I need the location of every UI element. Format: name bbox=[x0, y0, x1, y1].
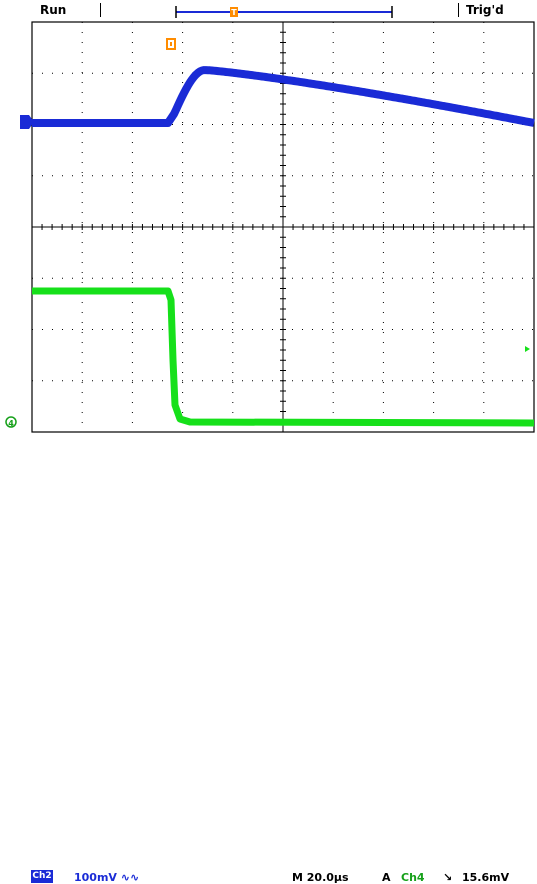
trigger-level-readout: 15.6mV bbox=[462, 871, 510, 884]
ch2-trace bbox=[32, 66, 536, 127]
trigger-source-readout: Ch4 bbox=[401, 871, 425, 884]
scope-top-bar: Run T Trig'd bbox=[0, 0, 537, 22]
top-separator bbox=[458, 3, 459, 17]
top-separator bbox=[100, 3, 101, 17]
trigger-level-marker-icon bbox=[525, 346, 530, 352]
horizontal-scale-readout: M 20.0µs bbox=[292, 871, 349, 884]
trigger-position-top-marker-icon: T bbox=[230, 7, 238, 17]
record-position-bar: T bbox=[175, 6, 393, 18]
trigger-status: Trig'd bbox=[466, 3, 504, 17]
trigger-slope-icon: ↘ bbox=[443, 871, 453, 884]
scope-status-bar: Ch2 100mV ∿∿ M 20.0µs A Ch4 ↘ 15.6mV bbox=[0, 434, 537, 884]
ch4-trace bbox=[32, 287, 535, 427]
ch2-ground-marker-icon bbox=[20, 115, 34, 129]
ch4-marker-icon: 4 bbox=[5, 416, 17, 428]
run-status: Run bbox=[40, 3, 67, 17]
ch2-channel-box[interactable]: Ch2 bbox=[31, 870, 53, 883]
svg-text:4: 4 bbox=[8, 419, 14, 428]
scope-display: 4 bbox=[5, 21, 536, 433]
vertical-scale-readout: 100mV ∿∿ bbox=[74, 871, 140, 884]
trigger-point-marker-icon bbox=[166, 38, 176, 50]
graticule-grid bbox=[31, 21, 535, 433]
trigger-mode-readout: A bbox=[382, 871, 391, 884]
svg-text:T: T bbox=[231, 8, 237, 17]
